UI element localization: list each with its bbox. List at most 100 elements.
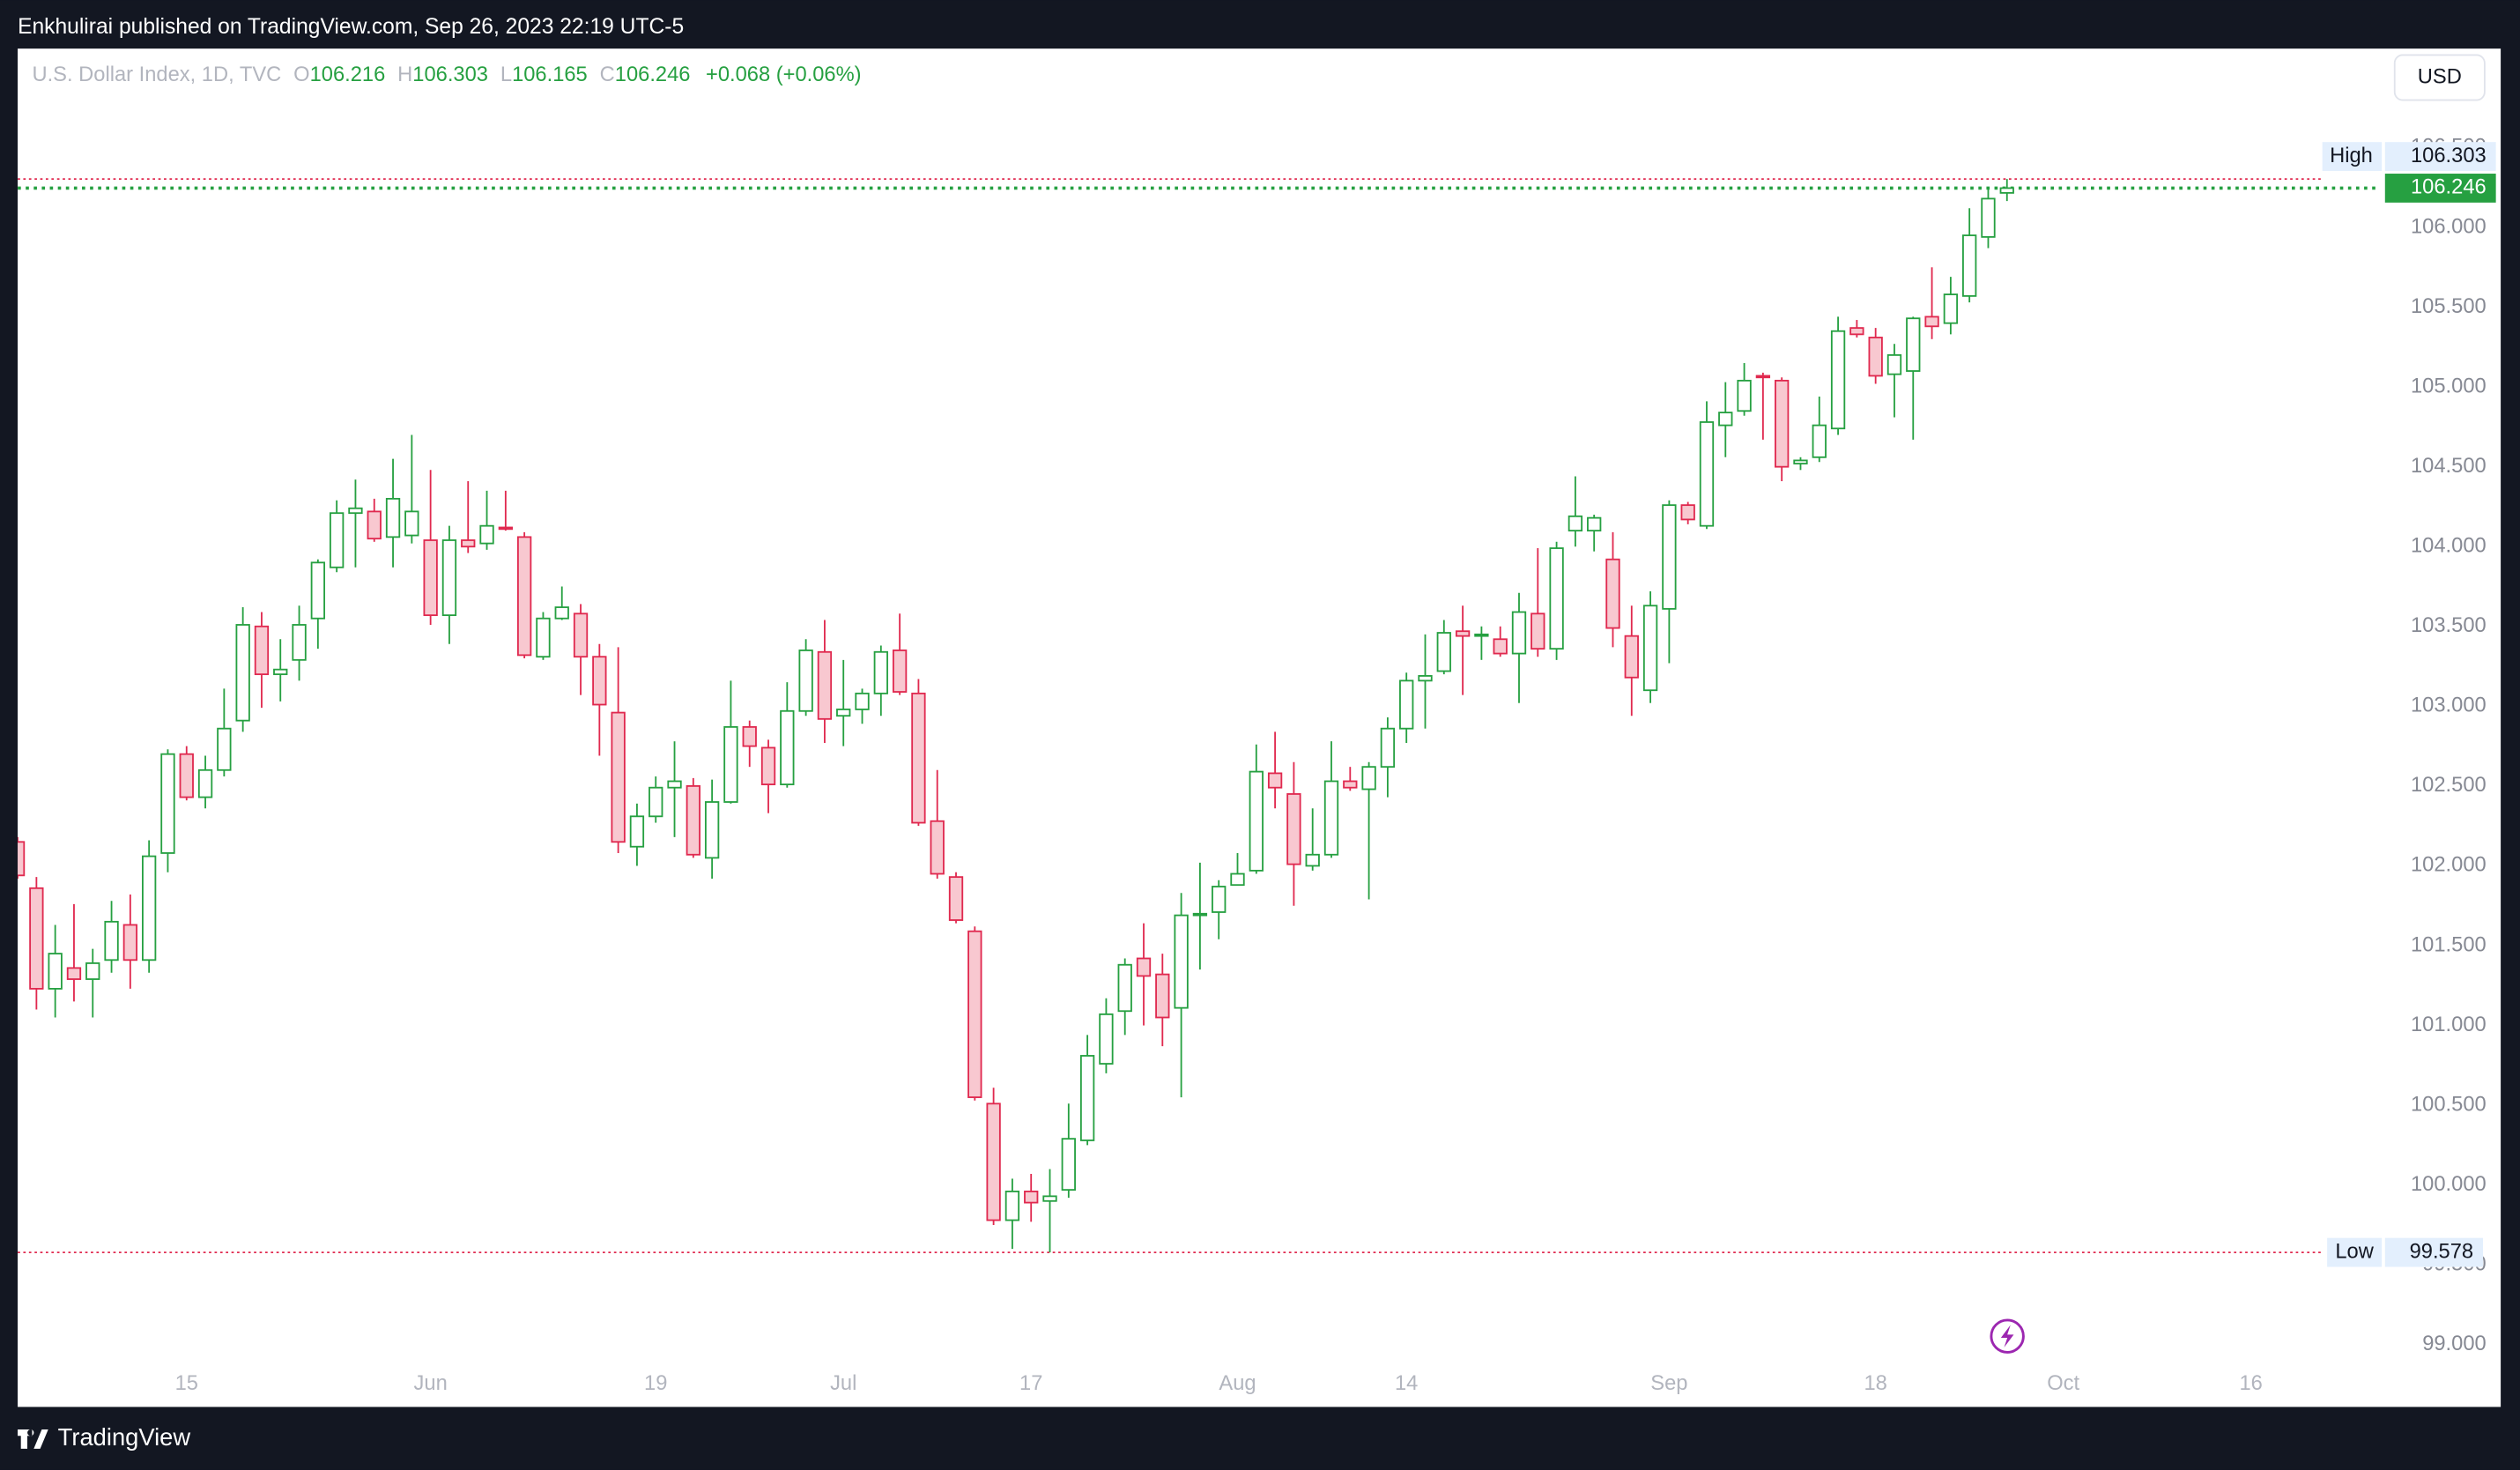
candle-body [1775, 379, 1790, 468]
high-value: 106.303 [412, 63, 488, 86]
candle-body [235, 624, 250, 722]
candle-body [798, 650, 813, 712]
low-tag-bg [2327, 1237, 2383, 1267]
x-tick-label: 16 [2239, 1372, 2262, 1395]
candle-body [1004, 1191, 1020, 1221]
x-tick-label: Sep [1650, 1372, 1687, 1395]
h-letter: H [397, 63, 412, 86]
candle-body [967, 930, 982, 1098]
candle-body [385, 497, 401, 538]
candle-body [1436, 632, 1451, 672]
brand-logo [18, 1429, 48, 1449]
candle-body [273, 668, 288, 676]
candle-body [1249, 770, 1264, 872]
candle-body [1380, 727, 1396, 768]
candle-body [404, 510, 419, 537]
brand: TradingView [18, 1423, 190, 1451]
candle-body [516, 536, 532, 657]
candle-body [1099, 1013, 1114, 1065]
candle-body [104, 920, 119, 961]
y-tick-label: 101.000 [2411, 1013, 2487, 1036]
y-tick-label: 103.500 [2411, 614, 2487, 637]
candle-body [836, 709, 851, 717]
candle-body [66, 967, 82, 980]
event-bolt[interactable] [2000, 1325, 2014, 1348]
x-tick-label: 15 [175, 1372, 198, 1395]
y-tick-label: 101.500 [2411, 933, 2487, 956]
candle-body [1605, 558, 1620, 629]
candle-body [1662, 504, 1677, 610]
candle-body [817, 650, 833, 720]
candle-body [1962, 234, 1977, 297]
candle-body [892, 650, 908, 693]
y-tick-label: 102.000 [2411, 854, 2487, 877]
candle-body [1079, 1055, 1095, 1141]
low-tag: Low [2335, 1240, 2374, 1263]
candle-body [48, 953, 63, 990]
o-letter: O [293, 63, 309, 86]
open-value: 106.216 [310, 63, 386, 86]
candle-body [461, 539, 476, 548]
y-tick-label: 102.500 [2411, 774, 2487, 797]
candle-body [1718, 412, 1733, 427]
x-tick-label: 14 [1395, 1372, 1418, 1395]
candle-body [122, 924, 138, 961]
candle-body [1587, 516, 1602, 532]
y-tick-label: 104.000 [2411, 534, 2487, 557]
high-value-bg [2384, 142, 2496, 172]
low-value-bg [2384, 1237, 2484, 1267]
high-tag: High [2330, 145, 2373, 167]
candle-body [479, 524, 494, 545]
candle-body [217, 727, 232, 771]
x-tick-label: Jun [414, 1372, 448, 1395]
high-value: 106.303 [2411, 145, 2487, 167]
candle-body [254, 625, 270, 676]
candle-body [1155, 973, 1170, 1019]
candle-body [179, 753, 194, 798]
candle-body [197, 768, 213, 798]
candle-body [704, 801, 720, 859]
candle-body [855, 692, 870, 710]
x-tick-label: 18 [1864, 1372, 1886, 1395]
y-tick-label: 103.000 [2411, 694, 2487, 717]
candle-body [1305, 853, 1320, 867]
y-tick-label: 100.500 [2411, 1093, 2487, 1116]
candle-body [911, 692, 926, 824]
candle-body [1474, 633, 1489, 637]
candle-body [1174, 914, 1189, 1009]
symbol: U.S. Dollar Index, 1D, TVC [32, 63, 281, 86]
candle-body [367, 510, 382, 540]
candle-body [1624, 635, 1639, 679]
candle-body [1549, 547, 1564, 650]
candle-body [536, 617, 551, 658]
event-icon[interactable] [1990, 1318, 2025, 1354]
candle-body [29, 887, 44, 990]
x-tick-label: Aug [1219, 1372, 1256, 1395]
y-tick-label: 99.000 [2422, 1333, 2487, 1355]
candle-body [1699, 421, 1715, 527]
candle-body [873, 650, 888, 694]
candle-body [142, 855, 157, 961]
candle-body [686, 784, 700, 856]
candle-body [423, 539, 438, 617]
candle-body [1361, 766, 1376, 791]
candle-body [1830, 330, 1846, 430]
currency-label[interactable]: USD [2418, 65, 2462, 88]
y-tick-label: 104.500 [2411, 455, 2487, 478]
c-letter: C [600, 63, 615, 86]
candle-body [160, 753, 175, 854]
candle-body [1061, 1138, 1076, 1192]
candle-body [1267, 772, 1283, 789]
candle-body [573, 612, 589, 658]
candle-body [649, 786, 663, 818]
candle-body [611, 711, 626, 843]
currency-button[interactable] [2393, 54, 2486, 101]
y-tick-label: 106.000 [2411, 215, 2487, 238]
candle-body [1212, 886, 1227, 913]
candle-body [1924, 316, 1939, 328]
y-tick-label: 100.000 [2411, 1173, 2487, 1196]
low-value: 99.578 [2410, 1240, 2474, 1263]
candle-body [1680, 504, 1695, 521]
candle-body [948, 876, 964, 921]
